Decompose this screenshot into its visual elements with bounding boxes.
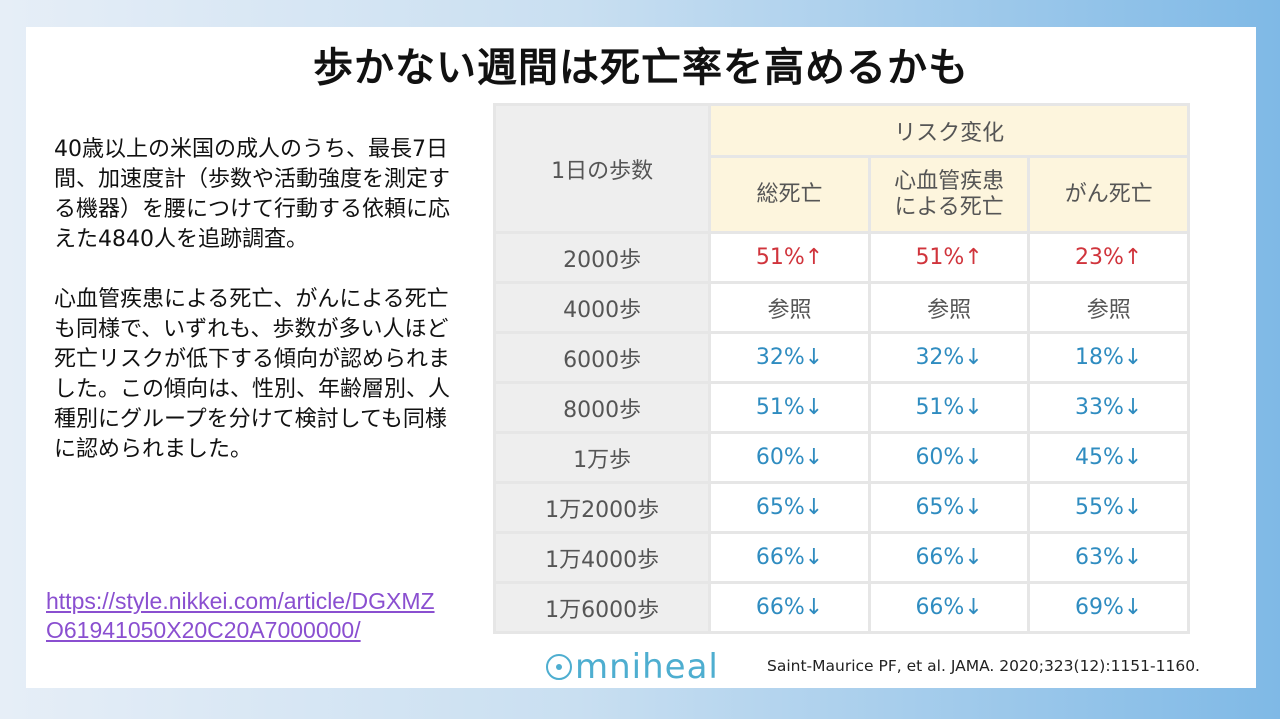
row-label: 6000歩 <box>496 334 709 381</box>
source-link[interactable]: https://style.nikkei.com/article/DGXMZO6… <box>46 588 435 643</box>
logo-o-icon <box>546 654 572 680</box>
risk-cell: 参照 <box>870 284 1028 331</box>
logo-text: mniheal <box>575 647 719 687</box>
risk-cell: 60%↓ <box>870 434 1028 481</box>
table-row: 4000歩 参照 参照 参照 <box>496 284 1187 331</box>
risk-cell: 65%↓ <box>711 484 868 531</box>
risk-cell: 参照 <box>711 284 868 331</box>
risk-cell: 33%↓ <box>1030 384 1187 431</box>
risk-cell: 32%↓ <box>711 334 868 381</box>
risk-cell: 66%↓ <box>711 534 868 581</box>
row-label: 1万4000歩 <box>496 534 709 581</box>
paragraph-study: 40歳以上の米国の成人のうち、最長7日間、加速度計（歩数や活動強度を測定する機器… <box>54 137 451 252</box>
row-label: 8000歩 <box>496 384 709 431</box>
risk-cell: 69%↓ <box>1030 584 1187 631</box>
body-text: 40歳以上の米国の成人のうち、最長7日間、加速度計（歩数や活動強度を測定する機器… <box>54 135 454 495</box>
risk-cell: 参照 <box>1030 284 1187 331</box>
row-label: 1万6000歩 <box>496 584 709 631</box>
slide-title: 歩かない週間は死亡率を高めるかも <box>313 45 969 91</box>
risk-cell: 51%↑ <box>711 234 868 281</box>
citation: Saint-Maurice PF, et al. JAMA. 2020;323(… <box>767 657 1200 675</box>
omniheal-logo: mniheal <box>546 647 719 687</box>
table-row: 2000歩 51%↑ 51%↑ 23%↑ <box>496 234 1187 281</box>
row-label: 4000歩 <box>496 284 709 331</box>
column-header-cancer-death: がん死亡 <box>1030 158 1187 231</box>
table-row: 1万6000歩 66%↓ 66%↓ 69%↓ <box>496 584 1187 631</box>
risk-cell: 18%↓ <box>1030 334 1187 381</box>
column-header-cardiovascular-death: 心血管疾患 による死亡 <box>870 158 1028 231</box>
risk-cell: 32%↓ <box>870 334 1028 381</box>
row-label: 1万2000歩 <box>496 484 709 531</box>
risk-cell: 63%↓ <box>1030 534 1187 581</box>
risk-cell: 66%↓ <box>711 584 868 631</box>
table-row: 6000歩 32%↓ 32%↓ 18%↓ <box>496 334 1187 381</box>
risk-cell: 60%↓ <box>711 434 868 481</box>
row-label: 2000歩 <box>496 234 709 281</box>
table-row: 1万4000歩 66%↓ 66%↓ 63%↓ <box>496 534 1187 581</box>
risk-cell: 51%↓ <box>711 384 868 431</box>
risk-change-header: リスク変化 <box>711 106 1187 155</box>
table-row: 1万歩 60%↓ 60%↓ 45%↓ <box>496 434 1187 481</box>
risk-table: 1日の歩数 リスク変化 総死亡 心血管疾患 による死亡 がん死亡 2000歩 51%… <box>493 103 1190 634</box>
risk-cell: 51%↑ <box>870 234 1028 281</box>
risk-cell: 55%↓ <box>1030 484 1187 531</box>
column-header-total-death: 総死亡 <box>711 158 868 231</box>
risk-cell: 65%↓ <box>870 484 1028 531</box>
paragraph-findings: 心血管疾患による死亡、がんによる死亡も同様で、いずれも、歩数が多い人ほど死亡リス… <box>54 287 451 462</box>
risk-cell: 66%↓ <box>870 584 1028 631</box>
row-label: 1万歩 <box>496 434 709 481</box>
table-row: 1万2000歩 65%↓ 65%↓ 55%↓ <box>496 484 1187 531</box>
risk-cell: 66%↓ <box>870 534 1028 581</box>
table-row: 8000歩 51%↓ 51%↓ 33%↓ <box>496 384 1187 431</box>
risk-cell: 23%↑ <box>1030 234 1187 281</box>
slide: 歩かない週間は死亡率を高めるかも 40歳以上の米国の成人のうち、最長7日間、加速… <box>26 27 1256 688</box>
risk-cell: 45%↓ <box>1030 434 1187 481</box>
steps-header: 1日の歩数 <box>496 106 709 231</box>
risk-cell: 51%↓ <box>870 384 1028 431</box>
